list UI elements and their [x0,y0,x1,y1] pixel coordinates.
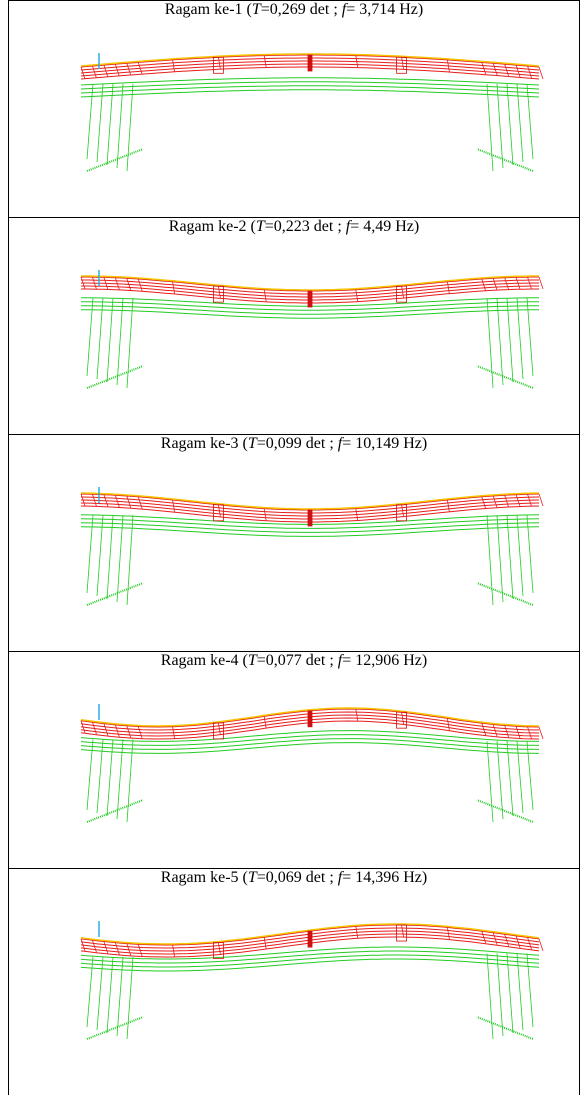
mode-shape-drawing [9,236,579,416]
support-base [87,1017,143,1039]
pier-leg [517,741,523,813]
caption-frequency: = 12,906 Hz) [342,652,427,669]
pier-leg [507,741,513,816]
caption-label: Ragam ke-4 ( [161,652,248,669]
support-base [87,583,143,605]
pier-leg [117,739,123,819]
support-base [477,1017,533,1039]
pier-leg [527,954,533,1027]
caption-period: =0,069 det ; [257,869,338,886]
support-base [87,800,143,822]
mode-cell: Ragam ke-4 (T=0,077 det ; f= 12,906 Hz) [9,652,580,869]
mode-row: Ragam ke-4 (T=0,077 det ; f= 12,906 Hz) [9,652,580,869]
pier-leg [107,739,113,816]
pier-leg [117,298,123,385]
pier-leg [517,954,523,1030]
mode-cell: Ragam ke-5 (T=0,069 det ; f= 14,396 Hz) [9,869,580,1095]
caption-period: =0,099 det ; [257,435,338,452]
diaphragm [308,510,312,526]
pier-leg [127,515,133,605]
support-base [477,800,533,822]
support-base [477,366,533,388]
mode-shape-drawing [9,670,579,850]
mode-cell: Ragam ke-2 (T=0,223 det ; f= 4,49 Hz) [9,218,580,435]
pier-leg [127,298,133,388]
caption-period-symbol: T [256,218,265,235]
diaphragm [308,711,312,727]
support-base [477,149,533,171]
caption-label: Ragam ke-1 ( [165,1,252,18]
mode-caption: Ragam ke-5 (T=0,069 det ; f= 14,396 Hz) [9,869,579,887]
mode-shape-drawing [9,19,579,199]
pier-leg [87,84,93,159]
caption-period-symbol: T [248,652,257,669]
mode-shape-drawing [9,887,579,1067]
caption-period-symbol: T [248,869,257,886]
caption-label: Ragam ke-3 ( [161,435,248,452]
pier-leg [487,741,493,822]
mode-table: Ragam ke-1 (T=0,269 det ; f= 3,714 Hz)Ra… [8,0,580,1095]
structure-line [81,90,539,97]
structure-line [81,959,539,971]
deck-cross-line [539,277,543,289]
caption-frequency: = 3,714 Hz) [346,1,423,18]
mode-caption: Ragam ke-4 (T=0,077 det ; f= 12,906 Hz) [9,652,579,670]
structure-line [81,743,539,754]
pier-leg [497,954,503,1036]
pier-leg [117,84,123,168]
deck-cross-line [539,727,543,739]
deck-cross-line [539,494,543,506]
support-base [87,149,143,171]
pier-leg [487,298,493,388]
pier-leg [487,84,493,171]
caption-label: Ragam ke-5 ( [161,869,248,886]
mode-caption: Ragam ke-2 (T=0,223 det ; f= 4,49 Hz) [9,218,579,236]
caption-period: =0,077 det ; [257,652,338,669]
diaphragm [308,931,312,947]
pier-leg [497,298,503,385]
mode-cell: Ragam ke-1 (T=0,269 det ; f= 3,714 Hz) [9,1,580,218]
mode-row: Ragam ke-5 (T=0,069 det ; f= 14,396 Hz) [9,869,580,1095]
support-base [87,366,143,388]
caption-period: =0,223 det ; [265,218,346,235]
pier-leg [497,84,503,168]
pier-leg [527,84,533,159]
caption-frequency: = 4,49 Hz) [350,218,419,235]
caption-label: Ragam ke-2 ( [169,218,256,235]
support-base [477,583,533,605]
caption-frequency: = 14,396 Hz) [342,869,427,886]
caption-period-symbol: T [248,435,257,452]
deck-cross-line [539,939,543,951]
pier-leg [107,957,113,1033]
diaphragm [308,55,312,71]
caption-period-symbol: T [252,1,261,18]
pier-leg [127,957,133,1039]
mode-row: Ragam ke-3 (T=0,099 det ; f= 10,149 Hz) [9,435,580,652]
pier-leg [127,84,133,171]
mode-row: Ragam ke-1 (T=0,269 det ; f= 3,714 Hz) [9,1,580,218]
caption-frequency: = 10,149 Hz) [342,435,427,452]
pier-leg [487,515,493,605]
pier-leg [527,741,533,810]
caption-period: =0,269 det ; [261,1,342,18]
pier-leg [127,739,133,822]
mode-cell: Ragam ke-3 (T=0,099 det ; f= 10,149 Hz) [9,435,580,652]
mode-caption: Ragam ke-1 (T=0,269 det ; f= 3,714 Hz) [9,1,579,19]
diaphragm [308,291,312,307]
pier-leg [97,957,103,1030]
deck-cross-line [539,67,543,79]
mode-caption: Ragam ke-3 (T=0,099 det ; f= 10,149 Hz) [9,435,579,453]
pier-leg [487,954,493,1039]
mode-row: Ragam ke-2 (T=0,223 det ; f= 4,49 Hz) [9,218,580,435]
table-body: Ragam ke-1 (T=0,269 det ; f= 3,714 Hz)Ra… [9,1,580,1095]
mode-shape-drawing [9,453,579,633]
